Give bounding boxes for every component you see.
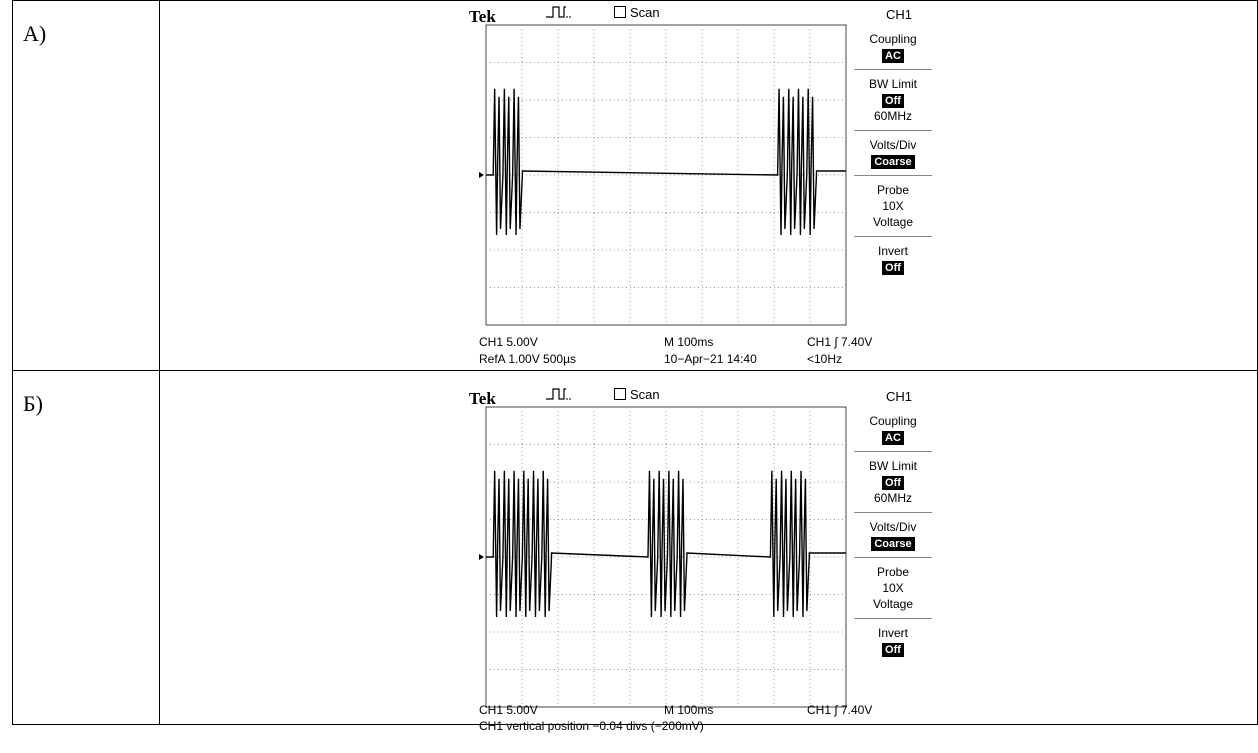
probe-menu: Probe 10X Voltage: [854, 557, 932, 618]
bw-limit-frequency: 60MHz: [873, 491, 912, 505]
figure-row-a: А) Tek Scan CH1 Coupling AC BW Limit Off 60…: [12, 0, 1258, 371]
scan-label: Scan: [630, 5, 660, 20]
row-label: А): [23, 21, 47, 46]
coupling-label: Coupling: [869, 32, 917, 46]
waveform-plot: [479, 24, 847, 326]
volts-div-label: Volts/Div: [869, 520, 917, 534]
frequency-readout: <10Hz: [807, 352, 843, 366]
channel-menu: Coupling AC BW Limit Off 60MHz Volts/Div Coa…: [854, 25, 932, 281]
waveform-plot: [479, 406, 847, 708]
bw-limit-menu: BW Limit Off 60MHz: [854, 69, 932, 130]
probe-type: Voltage: [872, 215, 914, 229]
volts-div-menu: Volts/Div Coarse: [854, 512, 932, 557]
figure-row-b: Б) Tek Scan CH1 Coupling AC BW Limit Off 60…: [12, 370, 1258, 733]
probe-label: Probe: [876, 183, 910, 197]
scan-checkbox-icon: [614, 388, 626, 400]
brand-label: Tek: [469, 7, 496, 26]
invert-label: Invert: [877, 626, 908, 640]
trigger-pulse-icon: [546, 388, 572, 400]
coupling-value: AC: [882, 49, 904, 63]
timebase: M 100ms: [664, 703, 714, 717]
probe-value: 10X: [882, 199, 904, 213]
bw-limit-frequency: 60MHz: [873, 109, 912, 123]
scan-mode: Scan: [614, 5, 660, 20]
ch1-scale: CH1 5.00V: [479, 703, 538, 717]
oscilloscope-screen: Tek Scan CH1 Coupling AC BW Limit Off 60MHz…: [469, 1, 949, 371]
ground-marker-icon: [479, 554, 484, 560]
trigger-info: CH1 ∫ 7.40V: [807, 703, 873, 717]
probe-menu: Probe 10X Voltage: [854, 175, 932, 236]
channel-header: CH1: [886, 7, 913, 22]
row-label: Б): [23, 391, 43, 416]
status-message: CH1 vertical position −0.04 divs (−200mV…: [479, 719, 704, 733]
ground-marker-icon: [479, 172, 484, 178]
trigger-pulse-icon: [546, 6, 572, 18]
invert-menu: Invert Off: [854, 236, 932, 281]
bw-limit-label: BW Limit: [869, 77, 917, 91]
oscillogram-cell: Tek Scan CH1 Coupling AC BW Limit Off 60MHz…: [159, 370, 1258, 733]
invert-value: Off: [882, 643, 904, 657]
trigger-info: CH1 ∫ 7.40V: [807, 335, 873, 349]
date-time: 10−Apr−21 14:40: [664, 352, 757, 366]
scan-mode: Scan: [614, 387, 660, 402]
channel-header: CH1: [886, 389, 913, 404]
ch1-scale: CH1 5.00V: [479, 335, 538, 349]
volts-div-label: Volts/Div: [869, 138, 917, 152]
waveform-trace: [486, 88, 846, 236]
timebase: M 100ms: [664, 335, 714, 349]
oscilloscope-screen: Tek Scan CH1 Coupling AC BW Limit Off 60MHz…: [469, 383, 949, 753]
coupling-menu: Coupling AC: [854, 25, 932, 69]
invert-label: Invert: [877, 244, 908, 258]
bw-limit-label: BW Limit: [869, 459, 917, 473]
coupling-value: AC: [882, 431, 904, 445]
figure-table: А) Tek Scan CH1 Coupling AC BW Limit Off 60…: [12, 0, 1258, 733]
volts-div-menu: Volts/Div Coarse: [854, 130, 932, 175]
waveform-trace: [486, 470, 846, 618]
reference-info: RefA 1.00V 500µs: [479, 352, 576, 366]
volts-div-value: Coarse: [871, 537, 915, 551]
channel-menu: Coupling AC BW Limit Off 60MHz Volts/Div Coa…: [854, 407, 932, 663]
invert-value: Off: [882, 261, 904, 275]
bw-limit-value: Off: [882, 94, 904, 108]
coupling-menu: Coupling AC: [854, 407, 932, 451]
brand-label: Tek: [469, 389, 496, 408]
row-label-cell: Б): [12, 370, 160, 725]
probe-value: 10X: [882, 581, 904, 595]
scan-label: Scan: [630, 387, 660, 402]
coupling-label: Coupling: [869, 414, 917, 428]
bw-limit-menu: BW Limit Off 60MHz: [854, 451, 932, 512]
volts-div-value: Coarse: [871, 155, 915, 169]
probe-label: Probe: [876, 565, 910, 579]
oscillogram-cell: Tek Scan CH1 Coupling AC BW Limit Off 60MHz…: [159, 0, 1258, 371]
invert-menu: Invert Off: [854, 618, 932, 663]
probe-type: Voltage: [872, 597, 914, 611]
scan-checkbox-icon: [614, 6, 626, 18]
bw-limit-value: Off: [882, 476, 904, 490]
row-label-cell: А): [12, 0, 160, 371]
